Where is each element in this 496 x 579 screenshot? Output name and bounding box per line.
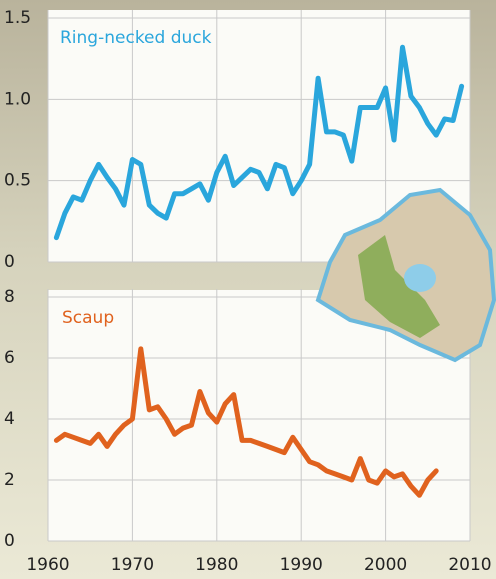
- y-tick-label: 1.5: [4, 8, 31, 28]
- map-bay: [404, 264, 436, 292]
- y-tick-label: 6: [4, 348, 15, 368]
- y-tick-label: 1.0: [4, 89, 31, 109]
- y-tick-label: 0: [4, 252, 15, 272]
- y-tick-label: 8: [4, 287, 15, 307]
- y-tick-label: 2: [4, 470, 15, 490]
- chart-title: Ring-necked duck: [60, 28, 212, 48]
- x-tick-label: 2000: [364, 555, 407, 575]
- chart-title: Scaup: [62, 308, 114, 328]
- x-tick-label: 1970: [111, 555, 154, 575]
- x-tick-label: 1960: [26, 555, 69, 575]
- y-tick-label: 0: [4, 531, 15, 551]
- x-tick-label: 1990: [280, 555, 323, 575]
- x-tick-label: 2010: [448, 555, 491, 575]
- map-range: [358, 235, 440, 338]
- y-tick-label: 4: [4, 409, 15, 429]
- data-line: [53, 346, 439, 498]
- x-tick-label: 1980: [195, 555, 238, 575]
- y-tick-label: 0.5: [4, 171, 31, 191]
- data-line: [53, 44, 465, 241]
